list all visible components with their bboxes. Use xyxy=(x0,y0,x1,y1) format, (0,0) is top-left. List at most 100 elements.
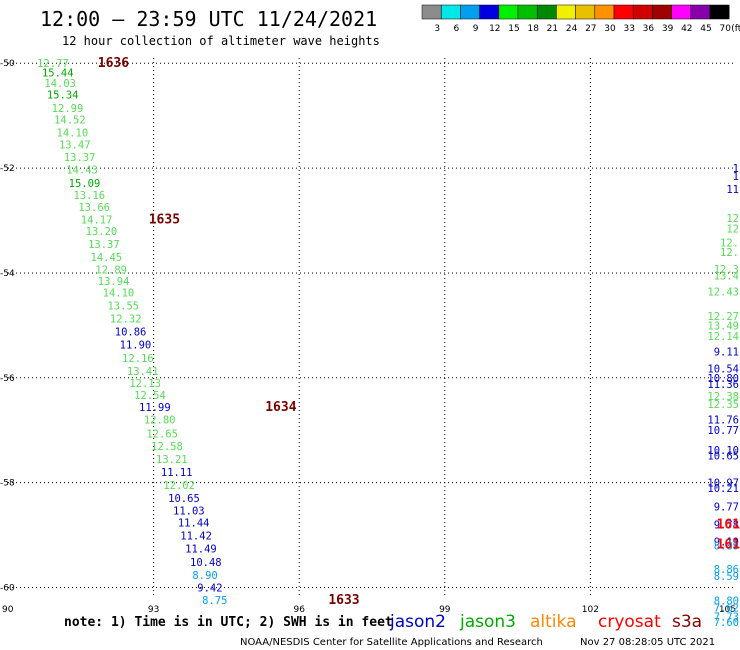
right-edge-labels: 1111121212.12.12.313.412.4312.2713.4912.… xyxy=(707,163,740,629)
colorbar-label: 6 xyxy=(454,24,460,34)
x-tick-label: 102 xyxy=(582,605,599,615)
wave-height-value: 12.54 xyxy=(134,390,166,402)
legend-jason3: jason3 xyxy=(459,612,516,632)
grid-lines xyxy=(8,58,736,598)
colorbar-unit: (ft) xyxy=(731,24,740,34)
colorbar-swatch xyxy=(440,4,461,20)
wave-height-value: 14.52 xyxy=(54,114,86,126)
wave-height-value: 12.16 xyxy=(122,353,154,365)
wave-height-value: 14.10 xyxy=(103,287,135,299)
pass-number-labels: 1636 1635 1634 1633 xyxy=(98,56,360,608)
right-edge-value: 11.76 xyxy=(707,415,739,427)
right-edge-pass-number: 161 xyxy=(717,538,740,553)
wave-height-value: 11.49 xyxy=(185,544,217,556)
right-edge-value: 12.3 xyxy=(714,264,739,276)
right-edge-value: 10.10 xyxy=(707,445,739,457)
colorbar-label: 24 xyxy=(566,24,578,34)
chart-timestamp: Nov 27 08:28:05 UTC 2021 xyxy=(580,637,715,648)
legend-jason2: jason2 xyxy=(389,612,446,632)
satellite-legend: jason2 jason3 altika cryosat s3a xyxy=(389,612,702,632)
right-edge-value: 11.36 xyxy=(707,379,739,391)
chart-note: note: 1) Time is in UTC; 2) SWH is in fe… xyxy=(64,615,393,630)
wave-height-value: 14.10 xyxy=(57,127,89,139)
colorbar-swatch xyxy=(556,4,576,20)
right-edge-value: 10.80 xyxy=(707,373,739,385)
pass-number: 1636 xyxy=(98,56,129,71)
colorbar-swatch xyxy=(690,4,711,20)
wave-height-value: 10.48 xyxy=(190,557,222,569)
colorbar-swatch xyxy=(613,4,634,20)
y-tick-label: -56 xyxy=(0,374,15,384)
colorbar-label: 30 xyxy=(604,24,616,34)
wave-height-value: 11.11 xyxy=(161,467,193,479)
x-tick-label: 90 xyxy=(2,605,14,615)
right-edge-value: 10.77 xyxy=(707,425,739,437)
colorbar-label: 36 xyxy=(643,24,655,34)
y-tick-label: -60 xyxy=(0,584,15,594)
legend-cryosat: cryosat xyxy=(598,612,661,632)
wave-height-value: 13.66 xyxy=(78,202,110,214)
wave-height-value: 15.44 xyxy=(42,68,74,80)
wave-height-value: 9.42 xyxy=(197,583,222,595)
wave-height-value: 12.02 xyxy=(163,480,195,492)
y-tick-label: -54 xyxy=(0,269,15,279)
wave-height-value: 12.32 xyxy=(110,314,142,326)
wave-height-value: 15.09 xyxy=(69,178,101,190)
wave-height-value: 13.21 xyxy=(156,454,188,466)
right-edge-value: 10.54 xyxy=(707,363,739,375)
colorbar-label: 45 xyxy=(700,24,711,34)
wave-height-value: 8.90 xyxy=(192,570,217,582)
right-edge-value: 12.35 xyxy=(707,399,739,411)
right-edge-value: 9.78 xyxy=(714,520,739,532)
pass-number: 1634 xyxy=(265,400,296,415)
x-tick-label: 99 xyxy=(439,605,451,615)
wave-height-value: 14.03 xyxy=(44,78,76,90)
colorbar-swatch xyxy=(460,4,480,20)
right-edge-value: 7.60 xyxy=(714,617,739,629)
legend-altika: altika xyxy=(530,612,577,632)
right-edge-value: 10.21 xyxy=(707,483,739,495)
x-axis-ticks: 90 93 96 99 102 105 xyxy=(2,605,736,615)
colorbar-label: 33 xyxy=(623,24,634,34)
wave-height-value: 12.58 xyxy=(151,441,183,453)
right-edge-value: 12.38 xyxy=(707,391,739,403)
wave-height-value: 13.41 xyxy=(127,366,159,378)
wave-height-value: 14.45 xyxy=(91,252,123,264)
chart-title: 12:00 — 23:59 UTC 11/24/2021 xyxy=(40,7,377,31)
wave-height-value: 12.99 xyxy=(52,103,84,115)
x-tick-label: 96 xyxy=(293,605,305,615)
wave-height-value: 13.47 xyxy=(59,140,91,152)
wave-height-value: 10.86 xyxy=(115,327,147,339)
wave-height-value: 11.99 xyxy=(139,402,171,414)
right-edge-value: 12.27 xyxy=(707,311,739,323)
colorbar-swatch xyxy=(498,4,519,20)
y-tick-label: -52 xyxy=(0,164,15,174)
right-edge-value: 10.65 xyxy=(707,450,739,462)
right-edge-value: 12. xyxy=(720,247,739,259)
legend-s3a: s3a xyxy=(672,612,702,632)
wave-height-value: 12.89 xyxy=(95,264,127,276)
wave-height-value: 11.42 xyxy=(180,531,212,543)
y-tick-label: -58 xyxy=(0,479,15,489)
chart-subtitle: 12 hour collection of altimeter wave hei… xyxy=(62,34,380,48)
colorbar-label: 21 xyxy=(547,24,558,34)
wave-height-value: 12.65 xyxy=(146,428,178,440)
chart-footer: NOAA/NESDIS Center for Satellite Applica… xyxy=(240,637,543,648)
colorbar-label: 18 xyxy=(527,24,539,34)
right-edge-value: 10.97 xyxy=(707,478,739,490)
right-edge-value: 9.19 xyxy=(714,536,739,548)
wave-height-value: 14.17 xyxy=(81,214,113,226)
colorbar-label: 12 xyxy=(489,24,500,34)
right-edge-value: 7.62 xyxy=(714,602,739,614)
colorbar-label: 9 xyxy=(473,24,479,34)
wave-height-value: 13.20 xyxy=(86,226,118,238)
colorbar-swatch xyxy=(632,4,653,20)
wave-height-value: 13.37 xyxy=(88,239,120,251)
wave-height-value: 15.34 xyxy=(47,90,79,102)
pass-number: 1633 xyxy=(328,593,359,608)
colorbar-swatch xyxy=(575,4,596,20)
right-edge-value: 12.14 xyxy=(707,331,739,343)
right-edge-value: 1 xyxy=(733,163,739,175)
right-edge-value: 11 xyxy=(726,184,739,196)
